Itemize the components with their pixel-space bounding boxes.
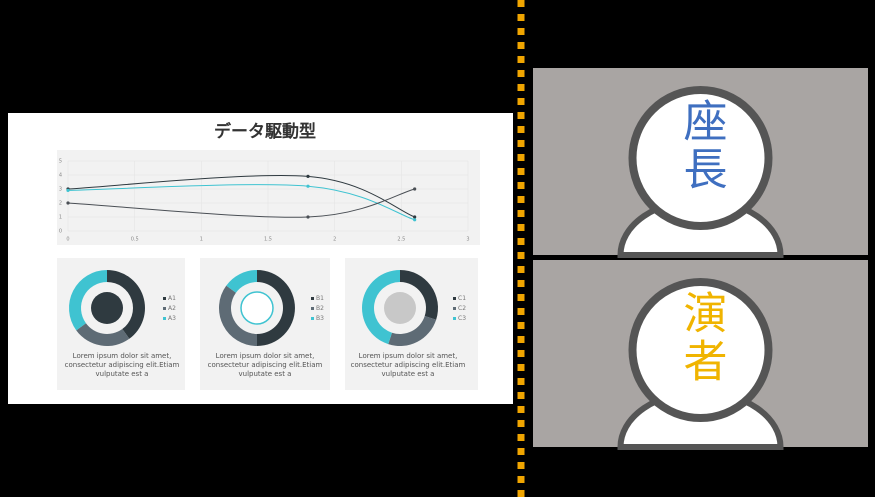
legend-swatch <box>311 317 314 320</box>
donut-segment <box>76 323 130 346</box>
point <box>306 215 310 219</box>
donut-segment <box>107 270 145 339</box>
avatar-head <box>628 86 773 230</box>
legend-swatch <box>453 307 456 310</box>
point <box>306 174 310 178</box>
point <box>66 201 70 205</box>
legend-label: A2 <box>168 305 176 312</box>
x-tick-label: 0 <box>66 237 69 243</box>
y-tick-label: 3 <box>59 187 62 193</box>
legend-label: C3 <box>458 315 466 322</box>
x-tick-label: 1 <box>200 237 203 243</box>
chart-panel <box>57 150 480 245</box>
point <box>413 215 417 219</box>
line-series <box>67 184 415 221</box>
slide-title: データ駆動型 <box>214 121 316 142</box>
donut-segment <box>219 285 257 346</box>
line-series <box>67 188 415 218</box>
point <box>413 187 417 191</box>
legend-swatch <box>453 317 456 320</box>
y-tick-label: 2 <box>59 201 62 207</box>
x-tick-label: 1.5 <box>264 237 272 243</box>
legend-label: A3 <box>168 315 176 322</box>
legend-label: B1 <box>316 295 324 302</box>
participant-label: 演者 <box>675 290 727 386</box>
caption: Lorem ipsum dolor sit amet, consectetur … <box>350 352 466 378</box>
legend-label: C1 <box>458 295 466 302</box>
y-tick-label: 0 <box>59 229 62 235</box>
y-tick-label: 5 <box>59 159 62 165</box>
donut-icon <box>240 291 274 325</box>
x-tick-label: 0.5 <box>131 237 139 243</box>
point <box>66 188 70 192</box>
line-series <box>67 175 415 218</box>
x-tick-label: 3 <box>466 237 469 243</box>
donut-segment <box>362 270 400 345</box>
point <box>413 218 417 222</box>
donut-icon <box>384 292 416 324</box>
donut-segment <box>388 316 437 346</box>
legend-swatch <box>453 297 456 300</box>
participant-label: 座長 <box>675 98 727 194</box>
legend-label: B3 <box>316 315 324 322</box>
donut-segment <box>69 270 107 331</box>
legend-swatch <box>163 307 166 310</box>
avatar-head <box>628 278 773 422</box>
caption: Lorem ipsum dolor sit amet, consectetur … <box>207 352 323 378</box>
legend-swatch <box>311 297 314 300</box>
legend-label: A1 <box>168 295 176 302</box>
legend-label: C2 <box>458 305 466 312</box>
legend-swatch <box>163 297 166 300</box>
y-tick-label: 1 <box>59 215 62 221</box>
legend-label: B2 <box>316 305 324 312</box>
donut-segment <box>400 270 438 320</box>
legend-swatch <box>163 317 166 320</box>
donut-segment <box>257 270 295 346</box>
y-tick-label: 4 <box>59 173 62 179</box>
donut-icon <box>91 292 123 324</box>
x-tick-label: 2 <box>333 237 336 243</box>
legend-swatch <box>311 307 314 310</box>
caption: Lorem ipsum dolor sit amet, consectetur … <box>64 352 180 378</box>
x-tick-label: 2.5 <box>397 237 405 243</box>
donut-segment <box>226 270 257 293</box>
point <box>306 184 310 188</box>
